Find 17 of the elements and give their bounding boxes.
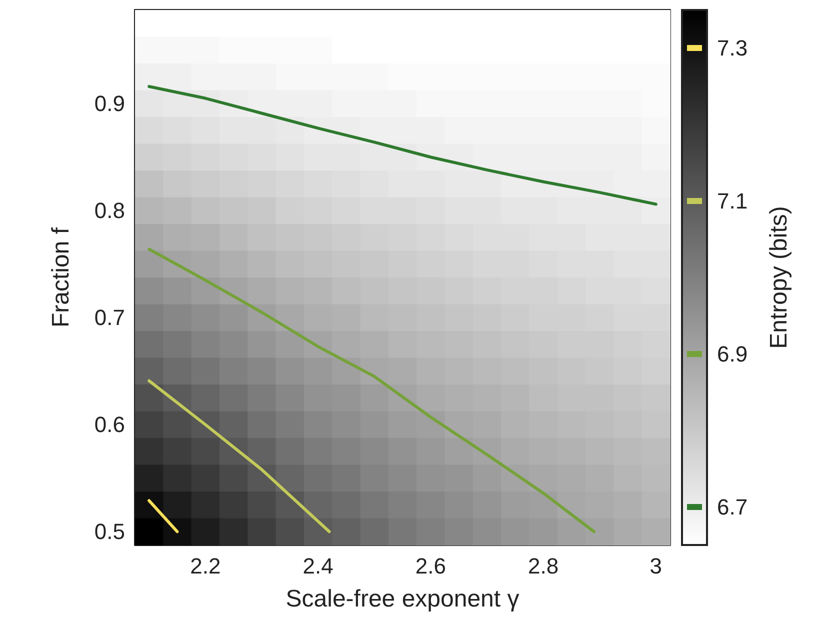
y-tick-label: 0.9 <box>94 91 125 116</box>
color-bar-label: 6.9 <box>717 341 748 366</box>
y-tick-label: 0.6 <box>94 412 125 438</box>
x-axis-title: Scale-free exponent γ <box>286 586 520 612</box>
y-axis-title: Fraction f <box>48 227 74 328</box>
x-tick-label: 2.4 <box>302 554 334 578</box>
y-tick-label: 0.5 <box>94 519 125 544</box>
y-tick-label: 0.7 <box>94 305 125 330</box>
color-bar-label: 7.3 <box>717 36 748 61</box>
color-bar-title: Entropy (bits) <box>766 206 792 349</box>
x-tick-label: 2.2 <box>190 554 221 578</box>
x-tick-label: 2.8 <box>528 554 559 578</box>
color-bar-label: 6.7 <box>717 494 748 520</box>
y-tick-label: 0.8 <box>94 198 125 224</box>
x-tick-label: 3 <box>650 554 662 578</box>
x-tick-label: 2.6 <box>415 554 446 578</box>
color-bar-label: 7.1 <box>717 188 748 214</box>
